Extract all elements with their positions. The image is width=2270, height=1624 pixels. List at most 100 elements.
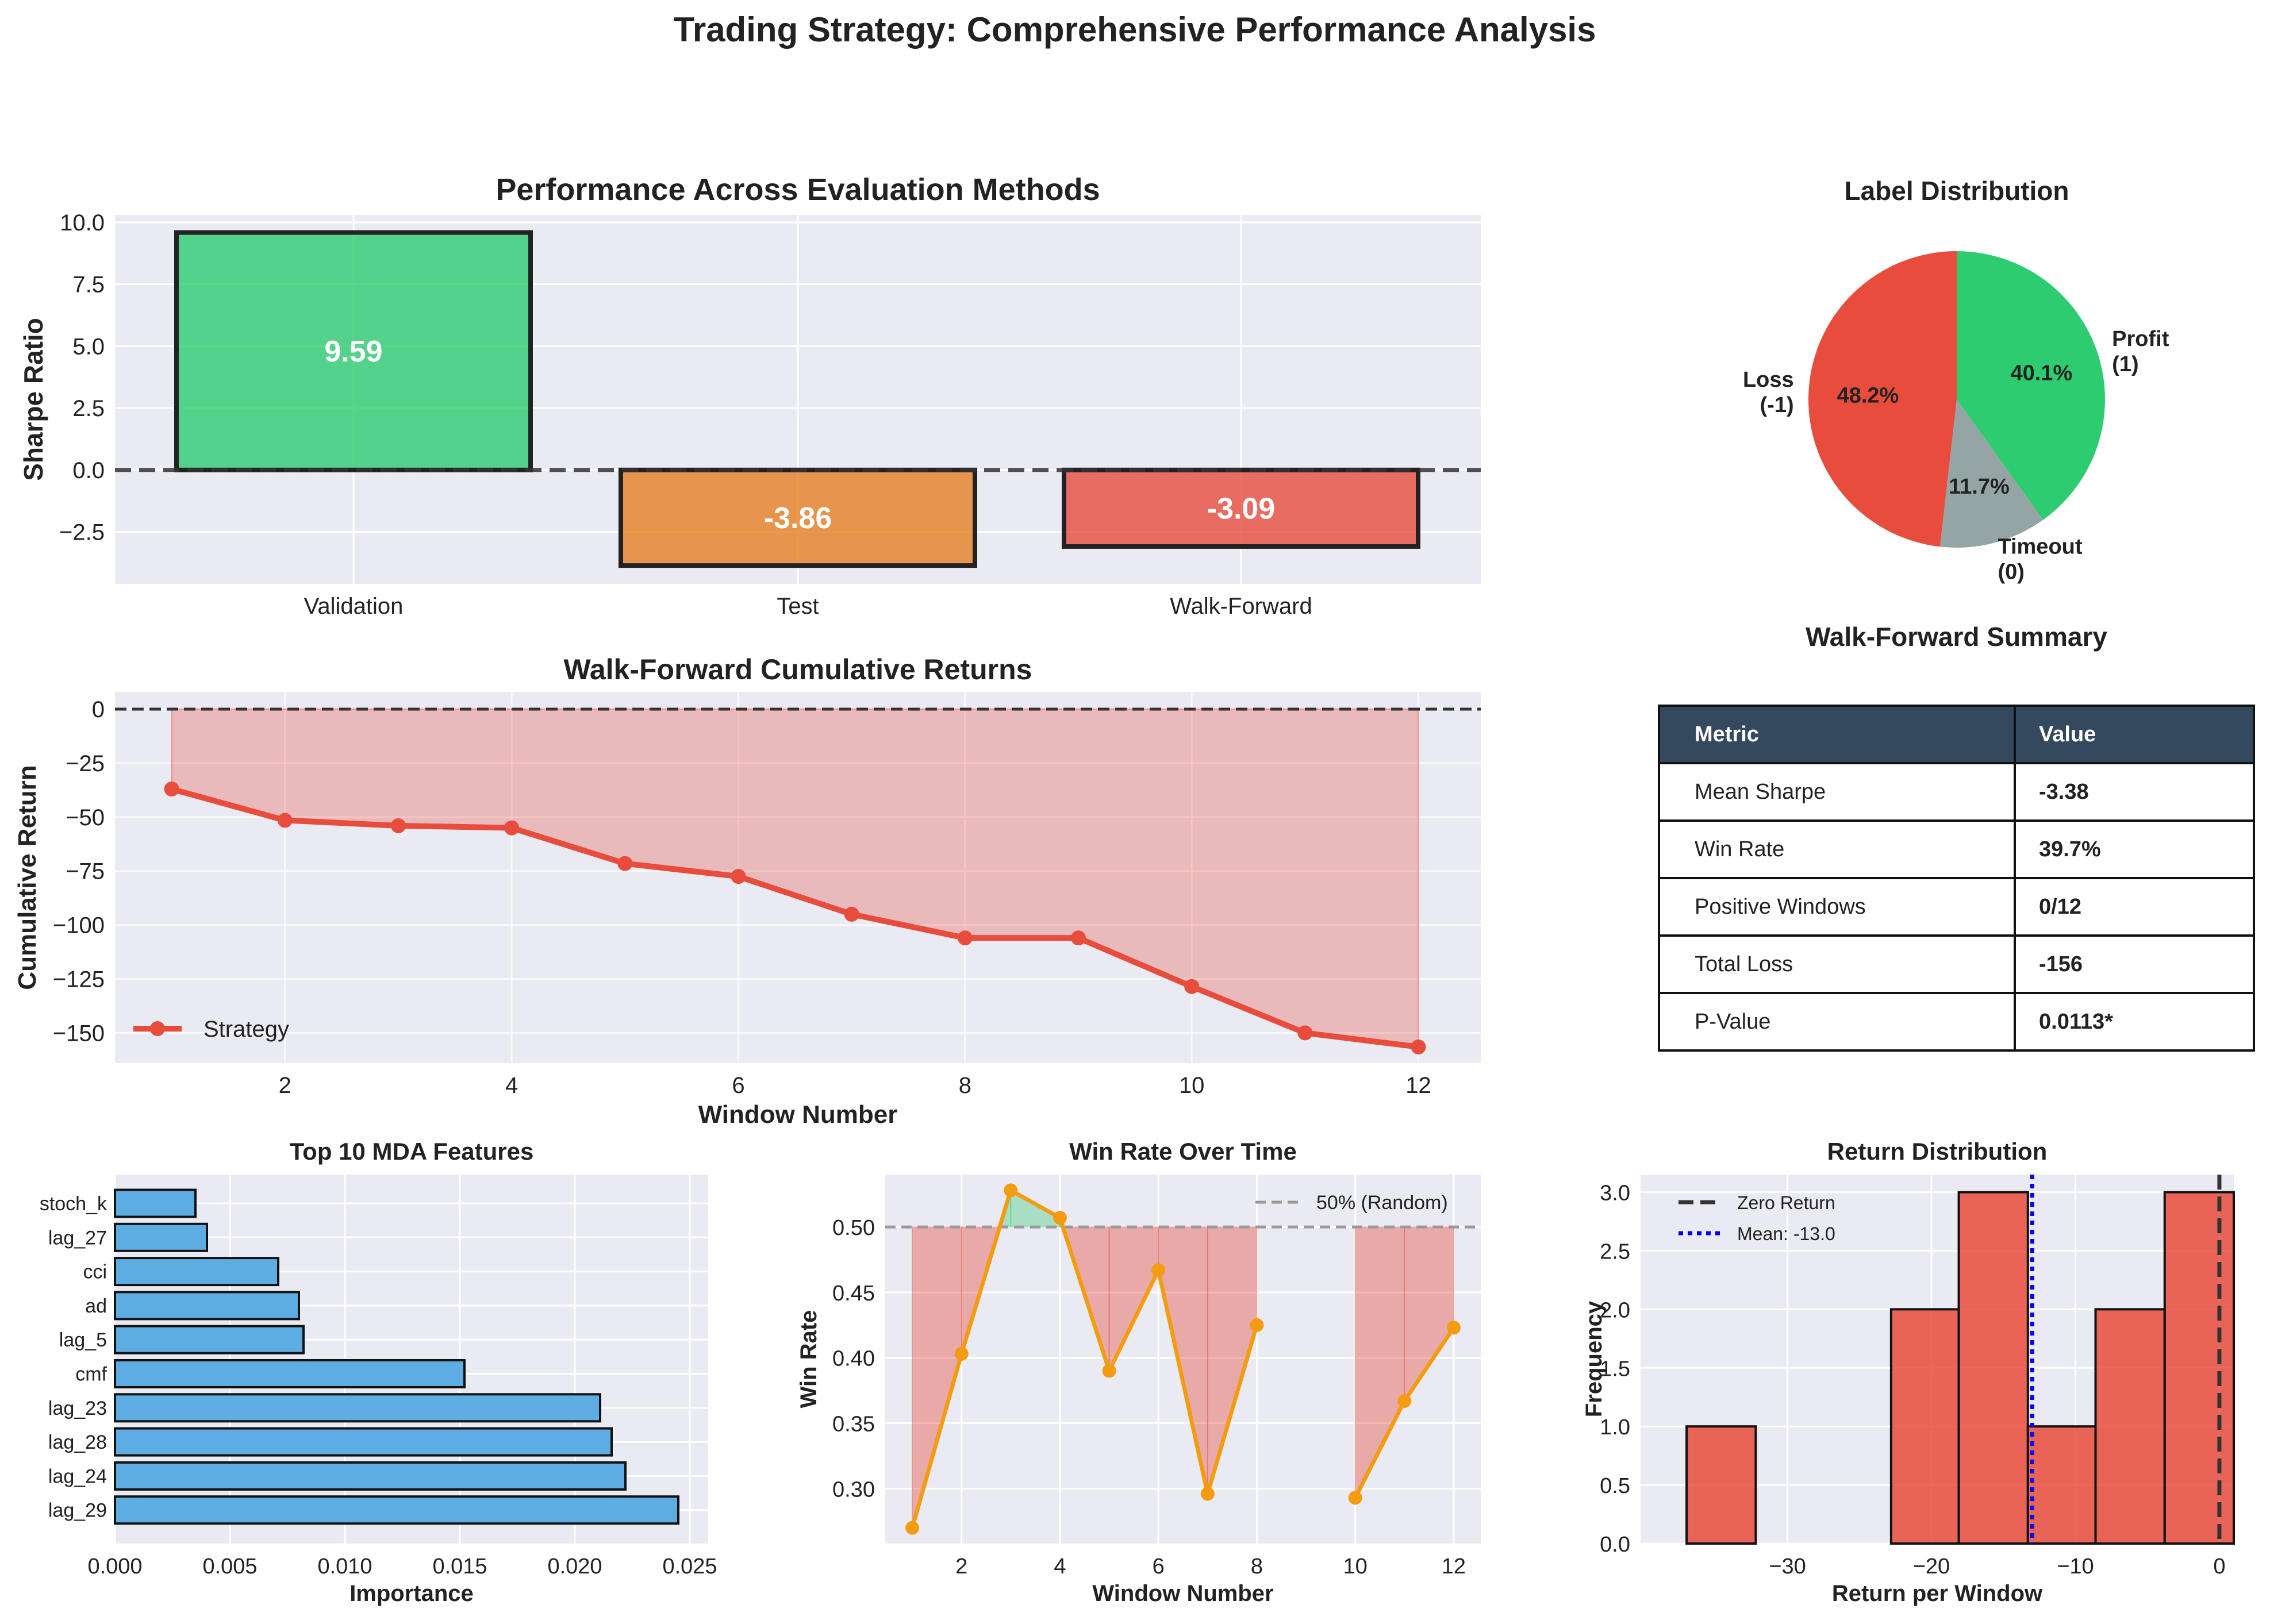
- slice-label-line: Loss: [1743, 368, 1794, 392]
- slice-label-line: (1): [2112, 352, 2138, 376]
- y-axis-label: Sharpe Ratio: [18, 318, 48, 481]
- table-row: [1658, 819, 2255, 879]
- data-point: [1411, 1039, 1426, 1055]
- x-tick-label: 12: [1442, 1554, 1466, 1579]
- histogram-bar: [2094, 1308, 2166, 1545]
- x-tick-label: 8: [1251, 1554, 1263, 1579]
- y-tick-label: lag_28: [48, 1431, 107, 1453]
- slice-label-line: Profit: [2112, 327, 2169, 351]
- y-axis-label: Win Rate: [796, 1310, 821, 1409]
- slice-label: Profit (1): [2112, 327, 2169, 376]
- table-row: [1658, 762, 2255, 822]
- slice-label: Loss (-1): [1743, 368, 1794, 417]
- slice-percent-label: 40.1%: [2010, 361, 2072, 386]
- y-tick-label: 0.30: [832, 1477, 875, 1502]
- x-tick-label: −30: [1769, 1554, 1806, 1579]
- strategy-line: [171, 786, 1419, 1050]
- bar: [114, 1257, 279, 1287]
- bar-value-label: -3.09: [1207, 492, 1276, 525]
- legend-marker: [150, 1021, 165, 1036]
- data-point: [277, 813, 293, 828]
- data-point: [731, 869, 746, 884]
- x-tick-label: 8: [959, 1073, 971, 1098]
- data-point: [1004, 1183, 1018, 1198]
- table-cell-value: -156: [2039, 952, 2083, 976]
- x-tick-label: 6: [732, 1073, 744, 1098]
- data-point: [1200, 1487, 1215, 1501]
- chart-title: Label Distribution: [1845, 176, 2069, 206]
- data-point: [1102, 1364, 1116, 1378]
- y-tick-label: 0.50: [832, 1216, 875, 1240]
- y-tick-label: lag_5: [59, 1329, 107, 1351]
- table-cell-metric: Total Loss: [1695, 952, 1793, 976]
- chart-title: Performance Across Evaluation Methods: [496, 172, 1100, 207]
- data-point: [1184, 979, 1200, 994]
- y-tick-label: 7.5: [72, 272, 105, 298]
- x-axis-label: Window Number: [1092, 1581, 1273, 1606]
- y-tick-label: ad: [85, 1295, 107, 1317]
- x-tick-label: 4: [505, 1073, 518, 1098]
- table-cell-metric: P-Value: [1695, 1010, 1770, 1034]
- data-point: [164, 782, 179, 797]
- y-axis-label: Frequency: [1581, 1300, 1607, 1417]
- y-tick-label: 0.0: [72, 458, 105, 483]
- table-cell-value: 0.0113*: [2039, 1010, 2113, 1034]
- histogram-bar: [2163, 1191, 2236, 1545]
- x-tick-label: 0.000: [87, 1554, 142, 1579]
- histogram-bar: [1889, 1308, 1960, 1545]
- x-axis-label: Window Number: [698, 1100, 898, 1129]
- bar: [114, 1461, 627, 1491]
- y-tick-label: 2.0: [1600, 1298, 1630, 1322]
- data-point: [905, 1521, 920, 1535]
- bar: [114, 1291, 300, 1321]
- bar: [114, 1325, 305, 1354]
- bar: [174, 230, 533, 472]
- x-tick-label: −20: [1913, 1554, 1950, 1579]
- histogram-bar: [1957, 1191, 2029, 1545]
- x-tick-label: 2: [955, 1554, 967, 1579]
- y-tick-label: −125: [53, 967, 105, 992]
- pie-slice: [1939, 399, 2044, 548]
- slice-percent-label: 11.7%: [1949, 475, 2010, 499]
- y-tick-label: 10.0: [60, 210, 105, 236]
- slice-percent-label: 48.2%: [1837, 383, 1899, 407]
- data-point: [954, 1346, 969, 1361]
- x-tick-label: 10: [1343, 1554, 1368, 1579]
- table-row: [1658, 992, 2255, 1052]
- sharpe-chart: −2.5 0.0 2.5 5.0 7.5 10.0 9.59 Validation -3.86 T…: [18, 172, 1481, 619]
- slice-label-line: (0): [1998, 560, 2024, 584]
- cumulative-returns-chart: 0 −25 −50 −75 −100 −125 −150 2 4 6 8 10 12 Strategy Wa…: [13, 653, 1481, 1129]
- legend-label: Zero Return: [1737, 1192, 1835, 1213]
- data-point: [504, 820, 520, 836]
- pie-slice: [1957, 251, 2106, 520]
- x-tick-label: Validation: [304, 594, 404, 619]
- y-tick-label: 1.0: [1600, 1415, 1630, 1440]
- table-cell-metric: Positive Windows: [1695, 895, 1866, 919]
- x-tick-label: 0.020: [547, 1554, 602, 1579]
- x-axis-label: Importance: [349, 1581, 474, 1606]
- y-tick-label: 2.5: [1600, 1240, 1630, 1264]
- table-cell-metric: Win Rate: [1695, 837, 1784, 861]
- mda-features-chart: 0.000 0.005 0.010 0.015 0.020 0.025 stoch_klag…: [40, 1138, 717, 1606]
- slice-label-line: (-1): [1760, 393, 1794, 417]
- y-tick-label: 2.5: [72, 396, 105, 421]
- win-rate-chart: 0.30 0.35 0.40 0.45 0.50 2 4 6 8 10 12 50% (Random)…: [796, 1138, 1481, 1606]
- y-tick-label: −2.5: [59, 520, 105, 545]
- table-header-row: [1658, 705, 2255, 764]
- win-rate-line: [910, 1188, 1259, 1529]
- data-point: [617, 856, 633, 871]
- table-cell-value: 39.7%: [2039, 837, 2101, 861]
- x-tick-label: Test: [777, 594, 819, 619]
- table-title: Walk-Forward Summary: [1806, 622, 2107, 652]
- legend-label: Mean: -13.0: [1737, 1223, 1835, 1244]
- table-row: [1658, 877, 2255, 937]
- slice-label: Timeout (0): [1998, 535, 2082, 584]
- y-tick-label: −50: [66, 805, 105, 830]
- x-tick-label: 0.005: [202, 1554, 257, 1579]
- bar: [114, 1495, 679, 1525]
- y-tick-label: 0.35: [832, 1413, 875, 1437]
- plot-area: [885, 1175, 1481, 1544]
- legend-label: 50% (Random): [1316, 1192, 1448, 1214]
- data-point: [1053, 1211, 1067, 1225]
